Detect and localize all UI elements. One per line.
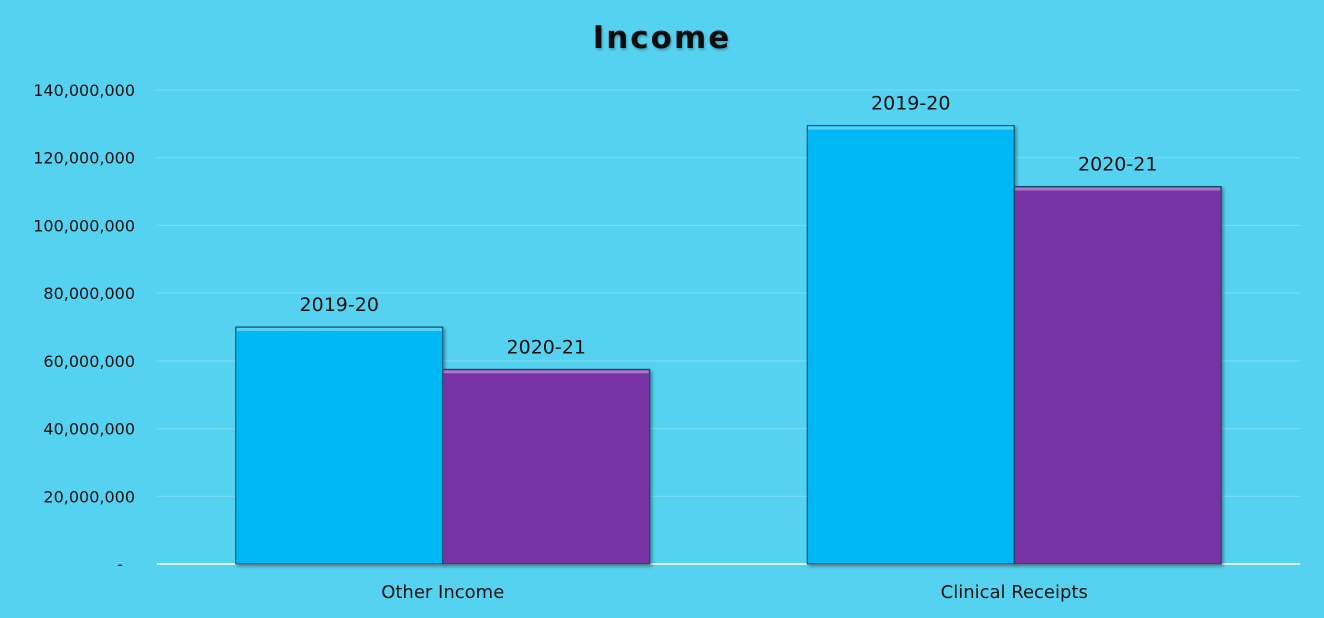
bar-top-highlight — [808, 126, 1014, 130]
labels: - 20,000,000 40,000,000 60,000,000 80,000,00… — [33, 81, 1157, 603]
bar-top-highlight — [236, 328, 442, 331]
data-label: 2019-20 — [871, 93, 950, 115]
bar-top-highlight — [1015, 187, 1221, 191]
bar-2019-20 — [806, 125, 1015, 565]
data-label: 2019-20 — [300, 294, 379, 316]
bar-2020-21 — [442, 368, 651, 565]
y-tick-label: 40,000,000 — [43, 420, 135, 439]
y-tick-label: 120,000,000 — [33, 149, 135, 168]
chart-title: Income — [592, 20, 732, 56]
bar-top-highlight — [443, 370, 649, 374]
bar-2019-20 — [235, 326, 444, 565]
data-label: 2020-21 — [507, 336, 586, 358]
y-tick-label: 140,000,000 — [33, 81, 135, 100]
y-tick-label: 80,000,000 — [43, 284, 135, 303]
y-tick-label: 20,000,000 — [43, 487, 135, 506]
y-tick-label: - — [117, 555, 123, 574]
x-category-label: Clinical Receipts — [941, 582, 1088, 603]
bars — [235, 125, 1222, 565]
y-tick-label: 100,000,000 — [33, 216, 135, 235]
y-tick-label: 60,000,000 — [43, 352, 135, 371]
data-label: 2020-21 — [1078, 153, 1157, 175]
bar-2020-21 — [1013, 185, 1222, 565]
x-category-label: Other Income — [381, 582, 504, 603]
